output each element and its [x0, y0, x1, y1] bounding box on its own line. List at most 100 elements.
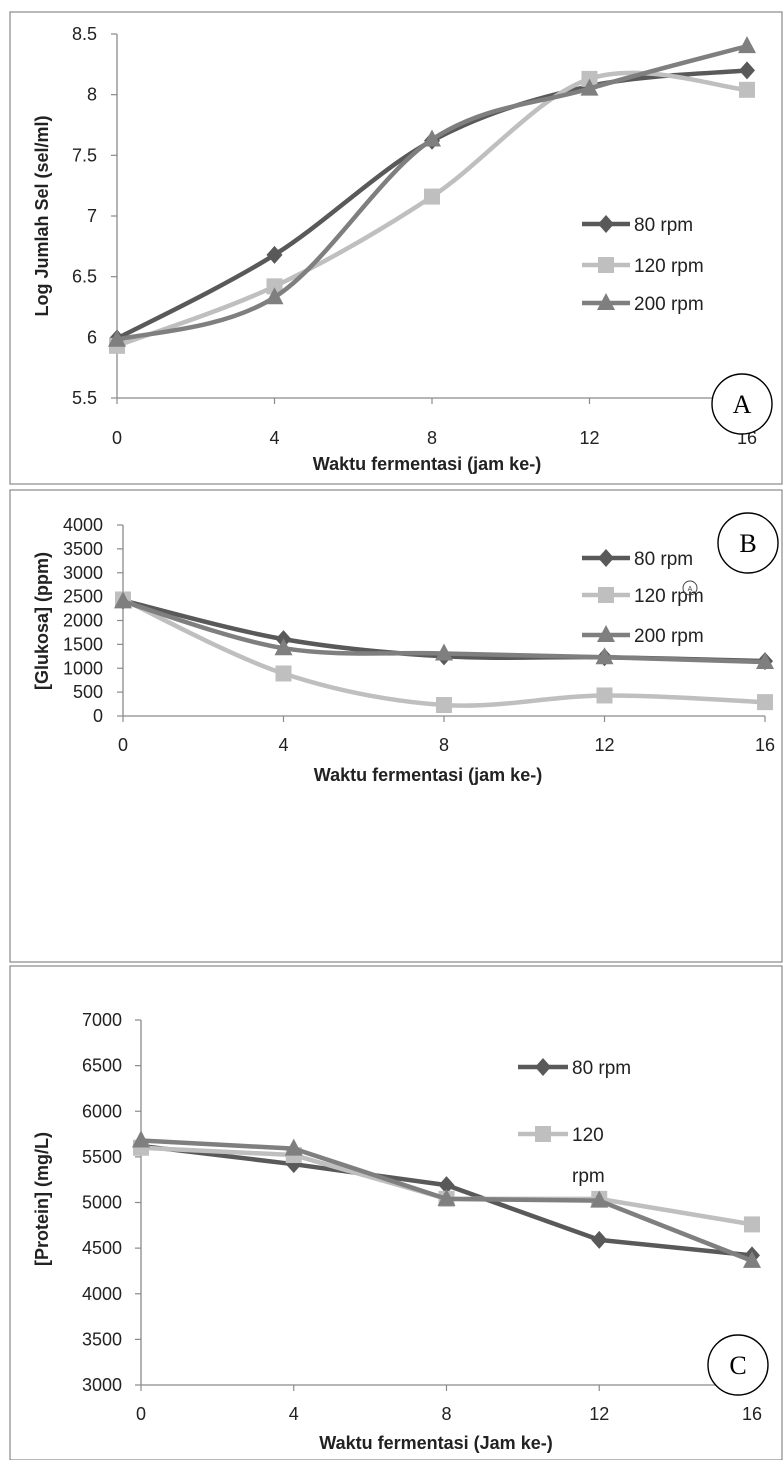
small-circle-marker [682, 580, 698, 596]
data-point-a-2 [424, 188, 440, 205]
data-point-a-1 [739, 61, 755, 80]
data-point-a-2 [739, 81, 755, 98]
y-tick-label-a: 6.5 [72, 267, 97, 287]
small-circle-label: A [688, 586, 693, 593]
legend-c-series2-line2: rpm [572, 1166, 605, 1187]
data-point-c-3 [132, 1130, 150, 1148]
y-tick-label-c: 5500 [82, 1147, 122, 1167]
y-tick-label-b: 1000 [63, 658, 103, 678]
x-tick-label-a: 8 [427, 428, 437, 448]
y-tick-label-b: 0 [93, 706, 103, 726]
data-point-a-3 [423, 129, 441, 147]
data-point-a-3 [738, 36, 756, 54]
x-tick-label-b: 16 [755, 735, 775, 755]
y-tick-label-b: 1500 [63, 634, 103, 654]
x-axis-title-a: Waktu fermentasi (jam ke-) [313, 454, 541, 474]
y-tick-label-b: 2500 [63, 587, 103, 607]
y-tick-label-c: 3500 [82, 1329, 122, 1349]
panel-label-circle-b [717, 512, 779, 574]
legend-marker-a-2 [598, 257, 614, 273]
legend-label-c-1: 80 rpm [572, 1058, 631, 1079]
data-point-b-3 [274, 638, 293, 656]
data-point-c-3 [590, 1190, 609, 1208]
y-tick-label-a: 8 [87, 85, 97, 105]
data-point-c-2 [744, 1216, 760, 1233]
x-tick-label-c: 4 [289, 1404, 299, 1424]
legend-label-b-2: 120 rpm [634, 586, 704, 607]
legend-label-b-1: 80 rpm [634, 549, 693, 570]
y-axis-title-a: Log Jumlah Sel (sel/ml) [32, 115, 52, 316]
y-tick-label-b: 500 [73, 682, 103, 702]
legend-label-a-2: 120 rpm [634, 256, 704, 277]
y-axis-title-c: [Protein] (mg/L) [32, 1132, 52, 1266]
legend-label-a-3: 200 rpm [634, 294, 704, 315]
x-tick-label-c: 0 [136, 1404, 146, 1424]
data-point-b-3 [756, 652, 774, 670]
panel-label-circle-a [711, 373, 773, 435]
data-point-a-3 [580, 78, 599, 96]
x-tick-label-a: 0 [112, 428, 122, 448]
legend-marker-c-1 [535, 1058, 551, 1076]
y-tick-label-a: 7 [87, 206, 97, 226]
y-tick-label-a: 7.5 [72, 145, 97, 165]
panel-b-frame [9, 489, 783, 963]
panel-label-b: B [739, 529, 756, 558]
legend-marker-a-3 [597, 293, 615, 310]
data-point-a-2 [266, 278, 283, 295]
panel-a-frame [9, 11, 783, 485]
y-tick-label-b: 3000 [63, 563, 103, 583]
x-tick-label-b: 0 [118, 735, 128, 755]
y-tick-label-a: 8.5 [72, 24, 97, 44]
data-point-a-3 [108, 329, 126, 347]
panel-c: 3000 3500 4000 4500 5000 5500 6000 6500 7000 0 4 8 1… [32, 1010, 769, 1453]
y-tick-label-c: 6500 [82, 1056, 122, 1076]
legend-marker-b-3 [597, 625, 615, 642]
legend-label-a-1: 80 rpm [634, 215, 693, 236]
y-tick-label-c: 5000 [82, 1193, 122, 1213]
x-tick-label-a: 4 [269, 428, 279, 448]
y-tick-label-b: 4000 [63, 515, 103, 535]
panel-label-a: A [733, 390, 752, 419]
panel-c-frame [9, 965, 783, 1460]
data-point-c-3 [437, 1188, 456, 1206]
legend-marker-a-1 [598, 215, 614, 233]
legend-marker-b-1 [598, 549, 614, 567]
panel-b: 0 500 1000 1500 2000 2500 3000 3500 4000 0 4 8 12 16 W… [32, 512, 779, 785]
data-point-a-1 [266, 245, 283, 264]
legend-marker-c-2 [535, 1126, 551, 1142]
y-tick-label-b: 3500 [63, 539, 103, 559]
y-tick-label-b: 2000 [63, 611, 103, 631]
x-tick-label-b: 12 [594, 735, 614, 755]
y-tick-label-a: 6 [87, 327, 97, 347]
y-tick-label-c: 4000 [82, 1284, 122, 1304]
data-point-a-3 [265, 287, 284, 305]
y-tick-label-a: 5.5 [72, 388, 97, 408]
x-tick-label-c: 12 [589, 1404, 609, 1424]
legend-marker-b-2 [598, 587, 614, 603]
data-point-b-2 [436, 697, 452, 714]
data-point-c-1 [438, 1176, 455, 1195]
panel-label-c: C [729, 1351, 746, 1380]
y-tick-label-c: 6000 [82, 1101, 122, 1121]
data-point-b-3 [435, 643, 453, 661]
data-point-c-1 [591, 1230, 608, 1249]
data-point-b-2 [757, 694, 773, 711]
data-point-b-3 [114, 591, 132, 609]
x-axis-title-c: Waktu fermentasi (Jam ke-) [319, 1433, 552, 1453]
x-tick-label-c: 8 [441, 1404, 451, 1424]
y-tick-label-c: 4500 [82, 1238, 122, 1258]
x-tick-label-a: 12 [579, 428, 599, 448]
data-point-c-3 [284, 1138, 303, 1156]
y-tick-label-c: 7000 [82, 1010, 122, 1030]
legend-label-b-3: 200 rpm [634, 626, 704, 647]
data-point-b-2 [275, 665, 292, 682]
data-point-b-2 [596, 687, 613, 704]
x-tick-label-c: 16 [742, 1404, 762, 1424]
legend-label-c-2: 120 [572, 1125, 604, 1146]
x-tick-label-b: 4 [278, 735, 288, 755]
data-point-c-3 [743, 1250, 761, 1268]
panel-label-circle-c [707, 1334, 769, 1396]
data-point-b-3 [595, 647, 614, 665]
